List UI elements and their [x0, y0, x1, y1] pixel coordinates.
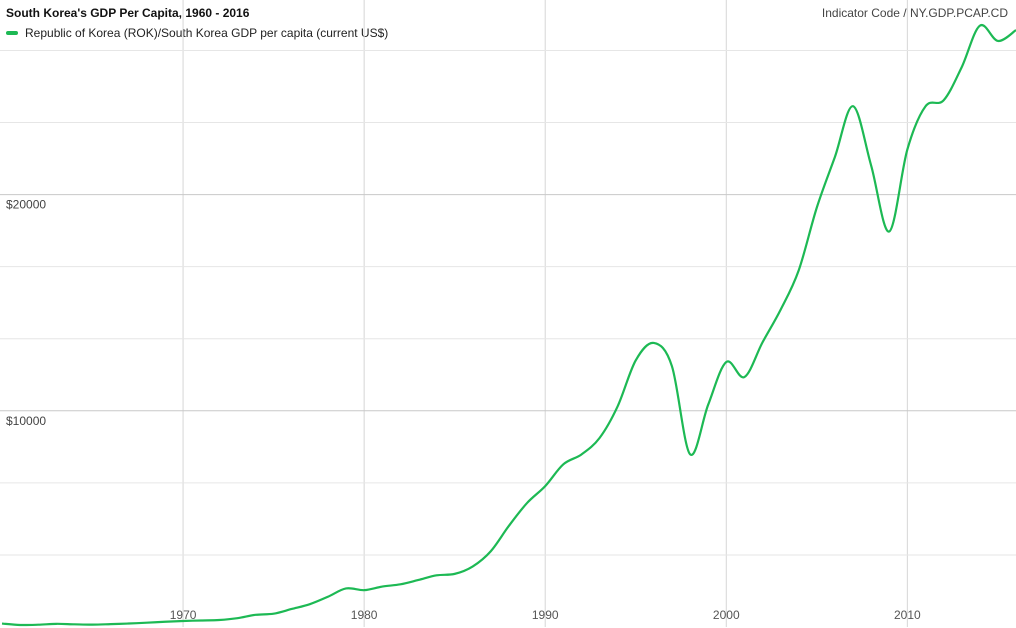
legend-label: Republic of Korea (ROK)/South Korea GDP … [25, 26, 389, 40]
series-line-0 [1, 23, 1016, 627]
x-axis-labels: 1970 1980 1990 2000 2010 [170, 608, 921, 622]
x-tick-label: 1990 [532, 608, 559, 622]
indicator-code: Indicator Code / NY.GDP.PCAP.CD [821, 6, 1008, 20]
legend-swatch [6, 31, 18, 35]
y-axis-labels: $10000 $20000 [6, 198, 46, 428]
y-tick-label: $20000 [6, 198, 46, 212]
x-tick-label: 1980 [351, 608, 378, 622]
x-tick-label: 1970 [170, 608, 197, 622]
vertical-gridlines [182, 0, 908, 627]
x-tick-label: 2000 [713, 608, 740, 622]
series-layer [1, 23, 1016, 627]
x-tick-label: 2010 [894, 608, 921, 622]
legend: Republic of Korea (ROK)/South Korea GDP … [6, 26, 388, 40]
chart-title: South Korea's GDP Per Capita, 1960 - 201… [6, 6, 250, 20]
horizontal-gridlines [0, 49, 1016, 556]
y-tick-label: $10000 [6, 414, 46, 428]
